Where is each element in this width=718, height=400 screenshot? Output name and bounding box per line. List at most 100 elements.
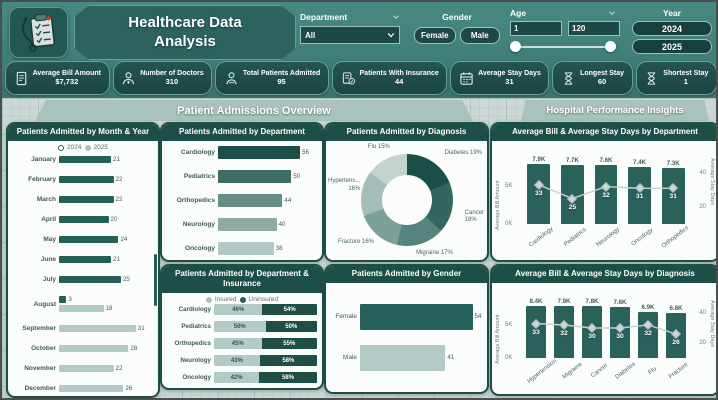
bar-oncology[interactable] bbox=[628, 166, 651, 224]
age-max-input[interactable] bbox=[568, 21, 620, 36]
bar-value-label: 8.4K bbox=[529, 298, 543, 305]
combo-column: 7.3K bbox=[656, 156, 690, 224]
panel-title: Patients Admitted by Department & Insura… bbox=[162, 266, 322, 293]
bar-hypertension[interactable] bbox=[526, 306, 546, 358]
insurance-icon bbox=[342, 71, 355, 85]
bar-july-2024[interactable] bbox=[59, 276, 121, 283]
legend-2024-label[interactable]: 2024 bbox=[67, 144, 82, 151]
month-row: April 20 bbox=[12, 216, 155, 223]
bar-value: 3 bbox=[68, 296, 72, 303]
gender-male-button[interactable]: Male bbox=[459, 27, 500, 44]
bar-value-label: 7.6K bbox=[599, 157, 613, 165]
slider-handle-max[interactable] bbox=[605, 41, 616, 52]
bar-august-2025[interactable] bbox=[59, 305, 104, 312]
x-label-fracture: Fracture bbox=[668, 361, 690, 381]
month-row: December 26 bbox=[12, 385, 155, 392]
kpi-value: 31 bbox=[505, 76, 514, 86]
bar-oncology[interactable] bbox=[218, 242, 274, 255]
month-label: May bbox=[43, 236, 56, 243]
slice-label-cancer: Cancer 18% bbox=[464, 209, 484, 223]
bar-may-2024[interactable] bbox=[59, 236, 119, 243]
slider-track[interactable] bbox=[514, 46, 612, 48]
bar-orthopedics[interactable] bbox=[661, 167, 685, 224]
kpi-average-stay: Average Stay Days 31 bbox=[450, 61, 550, 95]
slice-label-fracture: Fracture 16% bbox=[338, 238, 375, 245]
bar-orthopedics[interactable] bbox=[218, 194, 283, 207]
dept-label: Neurology bbox=[180, 357, 211, 364]
chevron-down-icon[interactable] bbox=[608, 9, 616, 17]
year-2025-button[interactable]: 2025 bbox=[632, 39, 712, 54]
segment-uninsured-orthopedics[interactable]: 55% bbox=[261, 338, 317, 349]
panel-title: Patients Admitted by Diagnosis bbox=[326, 124, 487, 141]
bar-value: 40 bbox=[278, 221, 286, 228]
title-line-2: Analysis bbox=[154, 32, 216, 50]
bar-november-2025[interactable] bbox=[59, 365, 114, 372]
y-tick: 40 bbox=[699, 169, 706, 176]
slider-handle-min[interactable] bbox=[510, 41, 521, 52]
bar-february-2024[interactable] bbox=[59, 176, 114, 183]
bar-december-2025[interactable] bbox=[59, 385, 124, 392]
month-label: November bbox=[24, 365, 56, 372]
bill-icon bbox=[16, 71, 26, 85]
bar-august-2024[interactable] bbox=[59, 296, 67, 303]
clipboard-stethoscope-icon bbox=[21, 13, 55, 52]
combo-column: 8.4K bbox=[522, 298, 550, 358]
department-dropdown[interactable]: All bbox=[300, 26, 400, 44]
segment-uninsured-neurology[interactable]: 58% bbox=[259, 355, 317, 366]
bar-january-2024[interactable] bbox=[59, 156, 112, 163]
bar-june-2024[interactable] bbox=[59, 256, 112, 263]
bar-female[interactable] bbox=[360, 303, 473, 330]
age-range-slider[interactable] bbox=[510, 41, 616, 52]
month-label: September bbox=[22, 325, 56, 332]
segment-insured-orthopedics[interactable]: 45% bbox=[214, 338, 262, 349]
legend-2024-dot[interactable] bbox=[58, 144, 65, 151]
y-axis-left-title: Average Bill Amount bbox=[495, 180, 501, 230]
combo-column: 7.6K bbox=[589, 156, 623, 224]
y-tick: 5K bbox=[505, 183, 513, 190]
segment-insured-oncology[interactable]: 42% bbox=[214, 372, 260, 383]
segment-insured-neurology[interactable]: 43% bbox=[214, 355, 260, 366]
donut-ring[interactable] bbox=[360, 154, 453, 246]
bar-cardiology[interactable] bbox=[527, 164, 551, 224]
stay-days-value: 33 bbox=[532, 328, 540, 336]
gender-female-button[interactable]: Female bbox=[414, 27, 456, 44]
bar-september-2025[interactable] bbox=[59, 325, 136, 332]
bar-april-2024[interactable] bbox=[59, 216, 109, 223]
legend-2025-dot[interactable] bbox=[84, 144, 91, 151]
legend-insured-label[interactable]: Insured bbox=[214, 296, 237, 303]
bar-october-2025[interactable] bbox=[59, 345, 129, 352]
bar-pediatrics[interactable] bbox=[218, 170, 292, 183]
age-min-input[interactable] bbox=[510, 21, 562, 36]
legend-uninsured-label[interactable]: Uninsured bbox=[248, 296, 279, 303]
bar-neurology[interactable] bbox=[218, 218, 277, 231]
kpi-longest-stay: Longest Stay 60 bbox=[552, 61, 633, 95]
legend-2025-label[interactable]: 2025 bbox=[93, 144, 108, 151]
kpi-value: 60 bbox=[597, 76, 607, 86]
segment-uninsured-pediatrics[interactable]: 50% bbox=[265, 321, 317, 332]
patient-icon bbox=[226, 71, 237, 84]
dept-label: Orthopedics bbox=[176, 197, 215, 204]
insurance-stacked-chart: Cardiology 46% 54% Pediatrics 50% 50% Orthoped… bbox=[167, 304, 317, 383]
kpi-value: 44 bbox=[394, 76, 404, 86]
segment-insured-cardiology[interactable]: 46% bbox=[214, 304, 263, 315]
bar-migraine[interactable] bbox=[554, 306, 574, 358]
legend-uninsured-dot[interactable] bbox=[239, 296, 246, 303]
panel-patients-by-month-year: Patients Admitted by Month & Year 2024 2… bbox=[6, 122, 160, 398]
scrollbar[interactable] bbox=[154, 254, 157, 306]
insurance-row: Orthopedics 45% 55% bbox=[167, 338, 317, 349]
chevron-down-icon[interactable] bbox=[392, 13, 400, 21]
bar-march-2024[interactable] bbox=[59, 196, 114, 203]
stay-days-value: 32 bbox=[560, 330, 568, 337]
segment-uninsured-oncology[interactable]: 58% bbox=[259, 372, 317, 383]
month-row: February 22 bbox=[12, 176, 155, 183]
segment-insured-pediatrics[interactable]: 50% bbox=[214, 321, 266, 332]
legend-insured-dot[interactable] bbox=[205, 296, 212, 303]
bar-male[interactable] bbox=[360, 344, 446, 371]
age-slicer: Age bbox=[510, 8, 620, 52]
bar-neurology[interactable] bbox=[594, 165, 618, 224]
year-2024-button[interactable]: 2024 bbox=[632, 21, 712, 36]
segment-uninsured-cardiology[interactable]: 54% bbox=[262, 304, 317, 315]
bar-cardiology[interactable] bbox=[218, 146, 300, 159]
panel-title: Patients Admitted by Month & Year bbox=[8, 124, 158, 141]
month-label: August bbox=[33, 300, 56, 308]
